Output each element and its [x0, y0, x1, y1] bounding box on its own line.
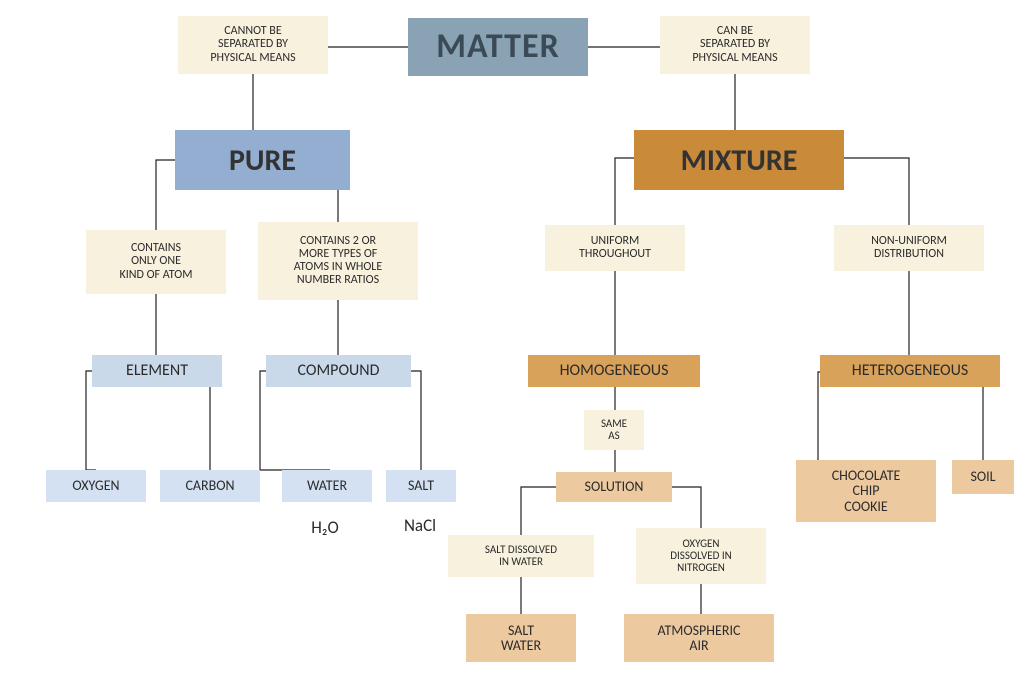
node-cookie: CHOCOLATECHIPCOOKIE	[796, 460, 936, 522]
node-cannot: CANNOT BESEPARATED BYPHYSICAL MEANS	[178, 16, 328, 74]
edges-layer	[0, 0, 1024, 689]
node-salt: SALT	[386, 470, 456, 502]
node-contains2: CONTAINS 2 ORMORE TYPES OFATOMS IN WHOLE…	[258, 222, 418, 300]
node-label: MIXTURE	[681, 144, 798, 177]
node-label: SALTWATER	[501, 623, 541, 654]
node-saltdiss: SALT DISSOLVEDIN WATER	[448, 535, 594, 577]
node-h2o: H₂O	[290, 516, 360, 541]
node-solution: SOLUTION	[556, 472, 672, 502]
node-label: WATER	[307, 478, 347, 493]
node-label: OXYGENDISSOLVED INNITROGEN	[670, 538, 732, 574]
node-contains1: CONTAINSONLY ONEKIND OF ATOM	[86, 230, 226, 294]
edge	[615, 158, 634, 225]
node-label: NaCl	[404, 517, 436, 536]
node-label: COMPOUND	[298, 362, 380, 380]
node-oxydiss: OXYGENDISSOLVED INNITROGEN	[636, 528, 766, 584]
edge	[411, 371, 421, 470]
node-label: H₂O	[311, 519, 339, 538]
node-oxygen: OXYGEN	[46, 470, 146, 502]
node-label: ATMOSPHERICAIR	[658, 623, 741, 654]
node-soil: SOIL	[952, 460, 1014, 494]
node-carbon: CARBON	[160, 470, 260, 502]
edge	[156, 160, 175, 230]
node-label: CHOCOLATECHIPCOOKIE	[832, 468, 901, 514]
node-label: PURE	[229, 144, 296, 177]
node-saltwater: SALTWATER	[466, 614, 576, 662]
edge	[844, 158, 909, 225]
node-label: SALT DISSOLVEDIN WATER	[485, 544, 557, 568]
node-label: NON-UNIFORMDISTRIBUTION	[871, 235, 947, 261]
node-nonuniform: NON-UNIFORMDISTRIBUTION	[834, 225, 984, 271]
node-element: ELEMENT	[92, 355, 222, 387]
node-label: CAN BESEPARATED BYPHYSICAL MEANS	[692, 25, 777, 65]
node-canbe: CAN BESEPARATED BYPHYSICAL MEANS	[660, 16, 810, 74]
node-label: MATTER	[436, 28, 559, 65]
node-compound: COMPOUND	[266, 355, 411, 387]
node-homogeneous: HOMOGENEOUS	[528, 355, 700, 387]
node-label: ELEMENT	[126, 362, 188, 380]
node-sameas: SAMEAS	[584, 410, 644, 450]
node-mixture: MIXTURE	[634, 130, 844, 190]
node-label: HETEROGENEOUS	[852, 362, 969, 380]
node-label: UNIFORMTHROUGHOUT	[579, 235, 651, 261]
node-uniform: UNIFORMTHROUGHOUT	[545, 225, 685, 271]
node-label: CONTAINS 2 ORMORE TYPES OFATOMS IN WHOLE…	[294, 235, 382, 288]
node-label: OXYGEN	[72, 478, 119, 493]
node-label: CONTAINSONLY ONEKIND OF ATOM	[120, 242, 193, 282]
node-label: SOLUTION	[585, 479, 644, 494]
node-atmair: ATMOSPHERICAIR	[624, 614, 774, 662]
node-label: HOMOGENEOUS	[560, 362, 669, 380]
node-label: SOIL	[970, 469, 995, 484]
node-label: CANNOT BESEPARATED BYPHYSICAL MEANS	[210, 25, 295, 65]
node-pure: PURE	[175, 130, 350, 190]
node-heterogeneous: HETEROGENEOUS	[820, 355, 1000, 387]
node-label: SAMEAS	[601, 418, 627, 442]
node-water: WATER	[282, 470, 372, 502]
node-matter: MATTER	[408, 18, 588, 76]
node-label: CARBON	[185, 478, 234, 493]
node-label: SALT	[408, 478, 434, 493]
